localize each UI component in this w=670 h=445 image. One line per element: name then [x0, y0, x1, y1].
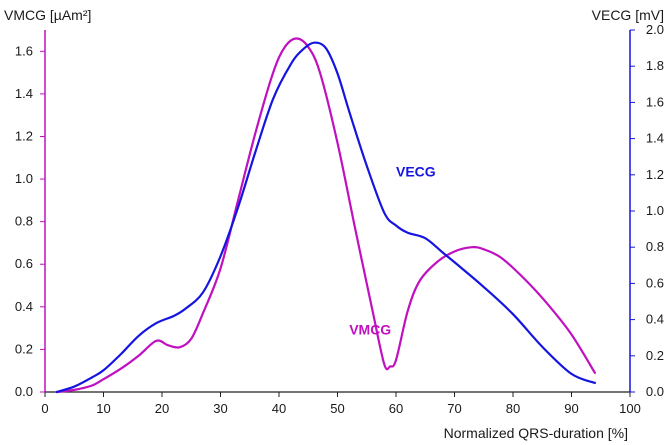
right-tick-label: 0.2: [646, 348, 664, 363]
x-tick-label: 80: [506, 401, 520, 416]
left-tick-label: 0.0: [15, 384, 33, 399]
left-tick-label: 0.6: [15, 256, 33, 271]
left-axis-title: VMCG [µAm²]: [4, 7, 91, 23]
series-line-vmcg: [55, 37, 596, 394]
x-tick-label: 30: [213, 401, 227, 416]
left-tick-label: 1.4: [15, 86, 33, 101]
series-lines: [55, 37, 596, 394]
left-tick-label: 0.8: [15, 214, 33, 229]
axes: 0 10 20 30 40 50 60 70 80 90 100 0.0 0.2 0.4 0.6 0.8 1.0…: [15, 22, 664, 416]
right-tick-label: 0.0: [646, 384, 664, 399]
left-tick-label: 1.2: [15, 128, 33, 143]
x-tick-label: 0: [41, 401, 48, 416]
right-tick-label: 0.6: [646, 275, 664, 290]
x-tick-label: 10: [96, 401, 110, 416]
right-tick-label: 1.6: [646, 94, 664, 109]
left-tick-label: 1.6: [15, 43, 33, 58]
x-axis-title: Normalized QRS-duration [%]: [444, 425, 628, 441]
right-tick-label: 0.4: [646, 312, 664, 327]
x-tick-label: 20: [155, 401, 169, 416]
series-label-vmcg: VMCG: [349, 322, 391, 338]
left-tick-label: 0.4: [15, 299, 33, 314]
x-tick-label: 40: [272, 401, 286, 416]
right-tick-label: 0.8: [646, 239, 664, 254]
x-tick-label: 60: [389, 401, 403, 416]
right-tick-label: 1.4: [646, 131, 664, 146]
x-tick-label: 100: [619, 401, 641, 416]
x-tick-label: 70: [447, 401, 461, 416]
right-tick-label: 1.0: [646, 203, 664, 218]
right-axis-title: VECG [mV]: [592, 7, 664, 23]
right-tick-label: 1.8: [646, 58, 664, 73]
left-tick-label: 1.0: [15, 171, 33, 186]
x-tick-label: 50: [330, 401, 344, 416]
series-line-vecg: [55, 41, 596, 394]
right-tick-label: 1.2: [646, 167, 664, 182]
series-labels: VECG VMCG: [349, 164, 436, 338]
series-label-vecg: VECG: [396, 164, 436, 180]
left-tick-label: 0.2: [15, 341, 33, 356]
x-tick-label: 90: [564, 401, 578, 416]
right-tick-label: 2.0: [646, 22, 664, 37]
